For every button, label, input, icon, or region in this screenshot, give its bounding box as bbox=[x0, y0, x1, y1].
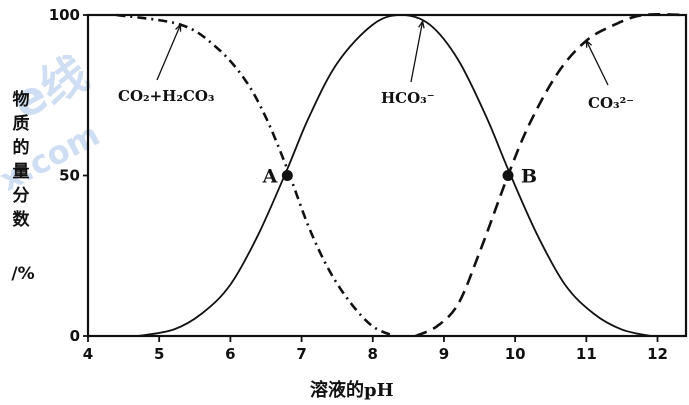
annotation-arrowhead bbox=[418, 19, 425, 29]
y-tick-label: 0 bbox=[70, 327, 80, 345]
y-axis-label-char: 量 bbox=[12, 162, 30, 182]
y-axis-label-char: 数 bbox=[12, 210, 30, 230]
y-tick-label: 50 bbox=[59, 167, 80, 185]
x-tick-label: 4 bbox=[83, 345, 93, 363]
x-tick-label: 9 bbox=[439, 345, 449, 363]
x-tick-label: 12 bbox=[647, 345, 668, 363]
hco3-label: HCO₃⁻ bbox=[381, 89, 435, 107]
y-axis-label: 物质的量分数 bbox=[8, 88, 34, 232]
plot-frame bbox=[86, 13, 688, 338]
annotation-arrow bbox=[585, 40, 609, 86]
y-axis-unit: /% bbox=[11, 264, 35, 284]
x-tick-label: 10 bbox=[505, 345, 526, 363]
point-b-label: B bbox=[521, 166, 537, 188]
x-tick-label: 8 bbox=[368, 345, 378, 363]
x-tick-label: 11 bbox=[576, 345, 597, 363]
point-b-marker bbox=[502, 170, 514, 181]
annotation-arrow bbox=[410, 21, 424, 83]
point-a-label: A bbox=[262, 166, 278, 188]
y-axis-label-char: 分 bbox=[12, 186, 30, 206]
y-axis-label-char: 物 bbox=[12, 90, 30, 110]
point-a-marker bbox=[281, 170, 293, 181]
y-axis-label-char: 质 bbox=[12, 114, 30, 134]
co2-h2co3-label: CO₂+H₂CO₃ bbox=[118, 87, 214, 105]
co2-h2co3-curve bbox=[116, 13, 395, 338]
annotation-arrowhead bbox=[175, 23, 182, 32]
co3-label: CO₃²⁻ bbox=[588, 94, 634, 112]
x-tick-label: 5 bbox=[154, 345, 164, 363]
y-axis-label-char: 的 bbox=[12, 138, 30, 158]
annotation-arrowhead bbox=[585, 39, 593, 48]
y-tick-label: 100 bbox=[49, 6, 80, 24]
x-axis-label: 溶液的pH bbox=[310, 380, 394, 401]
x-tick-label: 7 bbox=[296, 345, 306, 363]
annotation-arrow bbox=[156, 24, 182, 81]
hco3-curve bbox=[137, 14, 651, 337]
co3-curve bbox=[414, 12, 687, 338]
x-tick-label: 6 bbox=[225, 345, 235, 363]
